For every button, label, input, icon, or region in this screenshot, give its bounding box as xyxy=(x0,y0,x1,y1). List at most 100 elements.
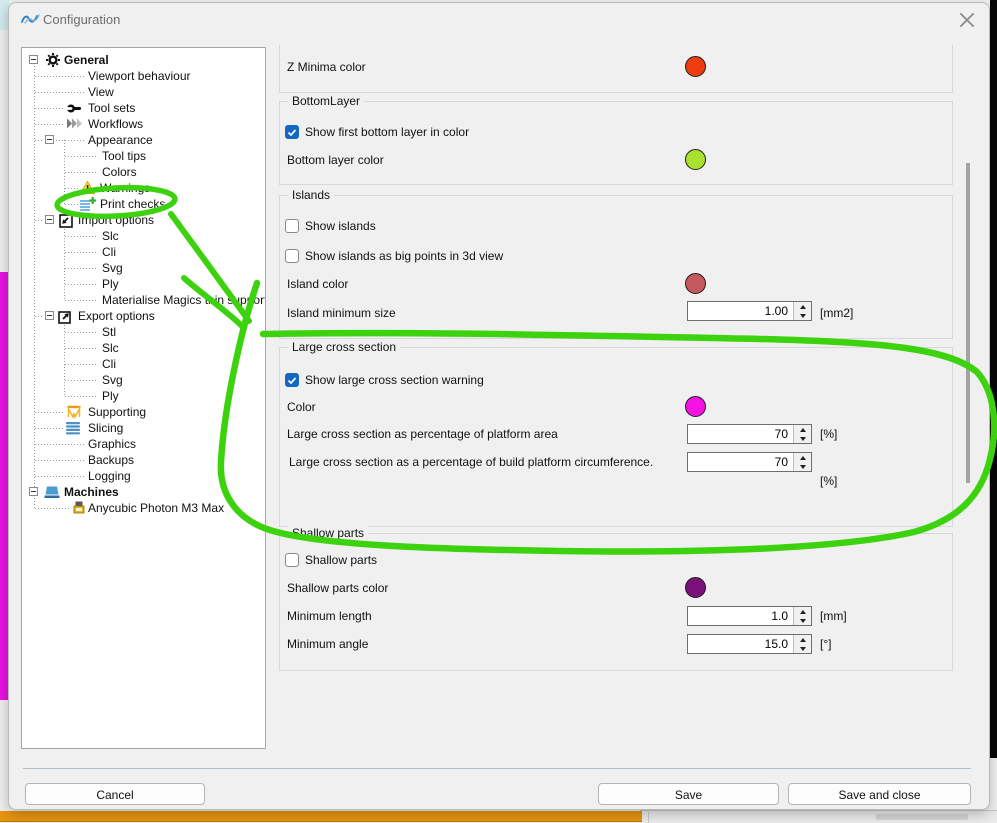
group-z-minima: Z Minima color xyxy=(279,45,953,93)
tree-item-workflows[interactable]: Workflows xyxy=(22,116,265,132)
show-large-cross-section-warning-checkbox[interactable] xyxy=(285,373,299,387)
pct-platform-area-unit: [%] xyxy=(820,427,838,441)
gear-icon xyxy=(46,53,60,67)
title-bar[interactable]: Configuration xyxy=(9,3,989,35)
tree-item-colors[interactable]: Colors xyxy=(22,164,265,180)
minimum-angle-input[interactable] xyxy=(687,634,812,654)
tree-item-export-options[interactable]: Export options xyxy=(22,308,265,324)
tree-item-import-ply[interactable]: Ply xyxy=(22,276,265,292)
tree-item-slicing[interactable]: Slicing xyxy=(22,420,265,436)
tree-item-graphics[interactable]: Graphics xyxy=(22,436,265,452)
pct-platform-area-spinner xyxy=(687,424,812,444)
tree-item-warnings[interactable]: Warnings xyxy=(22,180,265,196)
tree-item-export-ply[interactable]: Ply xyxy=(22,388,265,404)
footer-divider xyxy=(23,768,971,769)
group-islands: Islands Show islands Show islands as big… xyxy=(279,188,953,339)
tree-item-import-svg[interactable]: Svg xyxy=(22,260,265,276)
minimum-angle-spinner xyxy=(687,634,812,654)
tree-item-export-slc[interactable]: Slc xyxy=(22,340,265,356)
group-large-cross-section: Large cross section Show large cross sec… xyxy=(279,340,953,527)
minimum-length-unit: [mm] xyxy=(820,609,847,623)
wrench-icon xyxy=(66,104,81,113)
tree-item-print-checks[interactable]: Print checks xyxy=(22,196,265,212)
shallow-parts-color-swatch[interactable] xyxy=(685,577,706,598)
print-checks-icon xyxy=(80,197,97,211)
scrollbar-thumb[interactable] xyxy=(966,163,970,483)
tree-item-supporting[interactable]: Supporting xyxy=(22,404,265,420)
tree-item-backups[interactable]: Backups xyxy=(22,452,265,468)
tree-item-materialise-magics-thin-support[interactable]: Materialise Magics thin support xyxy=(22,292,265,308)
tree-item-export-cli[interactable]: Cli xyxy=(22,356,265,372)
shallow-parts-color-label: Shallow parts color xyxy=(287,581,389,595)
background-magenta-strip xyxy=(0,272,9,700)
collapse-toggle[interactable] xyxy=(29,55,38,64)
bottom-layer-color-swatch[interactable] xyxy=(685,149,706,170)
large-cross-color-swatch[interactable] xyxy=(685,396,706,417)
background-right-strip xyxy=(990,0,997,758)
island-color-swatch[interactable] xyxy=(685,273,706,294)
minimum-length-input[interactable] xyxy=(687,606,812,626)
cancel-button[interactable]: Cancel xyxy=(25,783,205,805)
collapse-toggle[interactable] xyxy=(45,311,54,320)
shallow-parts-label: Shallow parts xyxy=(305,553,378,567)
group-title: Shallow parts xyxy=(288,526,369,540)
tree-item-tool-tips[interactable]: Tool tips xyxy=(22,148,265,164)
z-minima-color-swatch[interactable] xyxy=(685,56,706,77)
spin-down-button[interactable] xyxy=(794,616,811,625)
island-color-label: Island color xyxy=(287,277,349,291)
spin-down-button[interactable] xyxy=(794,434,811,443)
spin-down-button[interactable] xyxy=(794,462,811,471)
tree-item-export-stl[interactable]: Stl xyxy=(22,324,265,340)
save-button[interactable]: Save xyxy=(598,783,779,805)
spin-down-button[interactable] xyxy=(794,311,811,320)
island-minimum-size-label: Island minimum size xyxy=(287,306,396,320)
show-first-bottom-layer-checkbox[interactable] xyxy=(285,125,299,139)
collapse-toggle[interactable] xyxy=(45,215,54,224)
background-statusbar-text-smudge xyxy=(876,814,968,820)
export-icon xyxy=(58,311,71,324)
tree-item-export-svg[interactable]: Svg xyxy=(22,372,265,388)
configuration-dialog: Configuration General Viewport behav xyxy=(8,2,990,810)
tree-guide-line xyxy=(64,220,65,300)
background-orange-bar xyxy=(0,811,642,822)
tree-item-tool-sets[interactable]: Tool sets xyxy=(22,100,265,116)
show-islands-checkbox[interactable] xyxy=(285,219,299,233)
group-title: BottomLayer xyxy=(288,94,365,108)
shallow-parts-checkbox[interactable] xyxy=(285,553,299,567)
island-minimum-size-spinner xyxy=(687,301,812,321)
slicing-icon xyxy=(66,422,80,435)
group-title: Islands xyxy=(288,188,335,202)
supporting-icon xyxy=(67,405,81,419)
import-icon xyxy=(59,214,73,228)
tree-guide-line xyxy=(64,316,65,396)
background-cyan-corner xyxy=(0,0,9,30)
spin-down-button[interactable] xyxy=(794,644,811,653)
collapse-toggle[interactable] xyxy=(45,135,54,144)
tree-item-import-cli[interactable]: Cli xyxy=(22,244,265,260)
tree-guide-line xyxy=(64,140,65,204)
tree-item-machines[interactable]: Machines xyxy=(22,484,265,500)
tree-item-view[interactable]: View xyxy=(22,84,265,100)
close-icon[interactable] xyxy=(959,12,975,28)
tree-item-anycubic-photon-m3-max[interactable]: Anycubic Photon M3 Max xyxy=(22,500,265,516)
show-islands-big-points-checkbox[interactable] xyxy=(285,249,299,263)
show-large-cross-section-warning-label: Show large cross section warning xyxy=(305,373,484,387)
app-logo-icon xyxy=(21,14,40,24)
tree-item-appearance[interactable]: Appearance xyxy=(22,132,265,148)
group-bottom-layer: BottomLayer Show first bottom layer in c… xyxy=(279,94,953,185)
minimum-length-spinner xyxy=(687,606,812,626)
tree-item-general[interactable]: General xyxy=(22,52,265,68)
tree-item-import-slc[interactable]: Slc xyxy=(22,228,265,244)
show-islands-label: Show islands xyxy=(305,219,376,233)
pct-platform-area-label: Large cross section as percentage of pla… xyxy=(287,427,558,441)
save-and-close-button[interactable]: Save and close xyxy=(788,783,971,805)
tree-item-viewport-behaviour[interactable]: Viewport behaviour xyxy=(22,68,265,84)
collapse-toggle[interactable] xyxy=(29,487,38,496)
warning-icon xyxy=(80,181,95,194)
group-title: Large cross section xyxy=(288,340,401,354)
tree-guide-line xyxy=(34,60,35,508)
tree-item-import-options[interactable]: Import options xyxy=(22,212,265,228)
pct-circumference-spinner xyxy=(687,452,812,472)
tree-item-logging[interactable]: Logging xyxy=(22,468,265,484)
